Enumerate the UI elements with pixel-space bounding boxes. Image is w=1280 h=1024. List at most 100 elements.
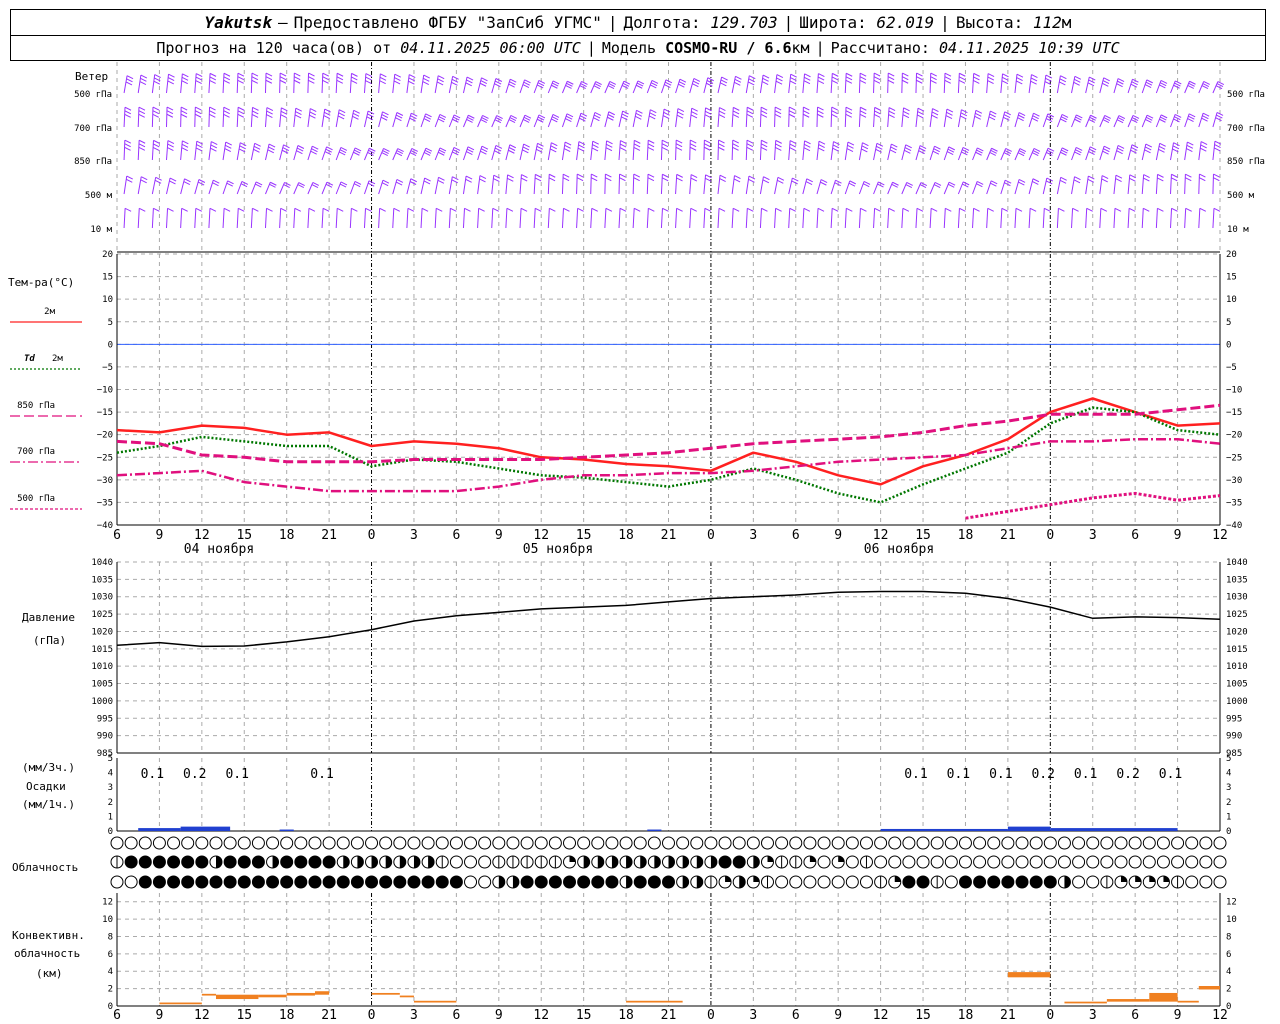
wind-barb-feather	[324, 111, 331, 116]
wind-barb-feather	[394, 77, 401, 82]
cloud-circle	[294, 875, 308, 889]
wind-barb-feather	[251, 76, 259, 81]
cloud-symbol	[322, 836, 336, 850]
cloud-circle	[760, 836, 774, 850]
wind-barb	[307, 182, 314, 195]
pressure-ytick-right: 1025	[1226, 610, 1248, 620]
wind-barb-feather	[354, 147, 362, 152]
wind-barb	[660, 140, 663, 161]
wind-barb-feather	[906, 182, 913, 186]
cloud-symbol	[1015, 855, 1029, 869]
wind-barb-feather	[1213, 177, 1220, 182]
wind-barb-feather	[944, 76, 952, 81]
wind-barb	[165, 208, 169, 229]
cloud-circle	[831, 836, 845, 850]
wind-barb-feather	[594, 83, 601, 88]
cloud-symbol	[775, 875, 789, 889]
wind-barb-feather	[790, 73, 797, 78]
wind-barb	[1184, 81, 1190, 94]
wind-barb-feather	[481, 145, 489, 150]
pressure-line	[116, 590, 1221, 648]
cloud-symbol	[110, 855, 124, 869]
wind-barb-feather	[436, 81, 444, 86]
wind-barb-feather	[606, 143, 613, 148]
wind-barb-feather	[181, 76, 189, 81]
wind-barb	[1198, 208, 1201, 229]
cloud-symbol	[803, 855, 817, 869]
wind-barb-feather	[1185, 207, 1192, 212]
cloud-circle	[1185, 875, 1199, 889]
cloud-half	[753, 856, 760, 868]
wind-barb	[929, 146, 935, 161]
wind-barb	[1042, 148, 1049, 161]
wind-barb-feather	[381, 152, 388, 157]
cloud-symbol	[237, 836, 251, 850]
x-tick-label: 21	[321, 528, 337, 543]
precip-ytick-left: 4	[108, 769, 113, 779]
wind-barb-feather	[888, 110, 896, 115]
x-tick-label: 3	[749, 528, 757, 543]
wind-barb-feather	[452, 149, 460, 154]
cloud-circle	[775, 875, 789, 889]
conv-bar	[1064, 1001, 1107, 1004]
wind-barb-feather	[847, 141, 855, 146]
wind-barb-feather	[381, 182, 389, 187]
cloud-symbol	[591, 836, 605, 850]
wind-barb-feather	[677, 111, 684, 116]
wind-barb-feather	[960, 112, 968, 117]
precip-ytick-left: 5	[108, 754, 113, 764]
wind-barb-feather	[210, 144, 218, 149]
cloud-circle	[930, 836, 944, 850]
cloud-circle	[336, 836, 350, 850]
cloud-circle	[266, 836, 280, 850]
wind-barb	[561, 113, 568, 128]
cloud-symbol	[534, 836, 548, 850]
precip-3h-label: 0.1	[310, 767, 333, 782]
wind-barb-feather	[887, 76, 895, 81]
wind-barb-feather	[1145, 116, 1153, 121]
wind-barb-feather	[820, 179, 828, 183]
pressure-ytick-left: 1020	[91, 627, 113, 637]
wind-barb	[349, 208, 352, 229]
cloud-symbol	[930, 875, 944, 889]
wind-barb	[873, 181, 879, 195]
wind-barb-feather	[353, 151, 360, 156]
wind-barb-feather	[312, 145, 319, 150]
x-tick-label: 12	[873, 528, 889, 543]
wind-barb-feather	[452, 118, 459, 123]
conv-ytick-right: 10	[1226, 915, 1237, 925]
wind-barb	[1085, 175, 1089, 195]
wind-barb-feather	[1129, 177, 1136, 182]
wind-barb-feather	[325, 183, 333, 188]
wind-barb-feather	[350, 79, 358, 84]
wind-barb-feather	[678, 81, 686, 86]
wind-barb-feather	[1144, 146, 1152, 151]
wind-barb-feather	[480, 150, 487, 155]
wind-barb	[590, 141, 594, 161]
x-tick-label-bottom: 15	[236, 1008, 252, 1023]
wind-barb-feather	[1089, 116, 1096, 121]
wind-barb	[717, 208, 720, 229]
header-divider: |	[586, 39, 596, 57]
wind-barb-feather	[322, 79, 329, 84]
wind-barb	[604, 140, 608, 161]
cloud-symbol	[237, 855, 251, 869]
wind-barb	[180, 208, 183, 229]
conv-bar	[1007, 972, 1051, 978]
wind-barb-feather	[976, 180, 984, 185]
cloud-symbol	[817, 855, 831, 869]
wind-barb	[1056, 75, 1061, 94]
wind-barb-feather	[1199, 177, 1206, 182]
wind-level-label-left: 500 гПа	[74, 90, 112, 100]
wind-barb-feather	[635, 84, 643, 89]
wind-barb-feather	[1143, 207, 1150, 212]
wind-barb-feather	[268, 146, 275, 151]
wind-barb	[533, 208, 536, 229]
temp-ytick-right: 15	[1226, 273, 1237, 283]
wind-barb-feather	[832, 144, 840, 149]
wind-barb-feather	[1061, 149, 1068, 154]
wind-barb	[505, 115, 512, 128]
cloud-symbol	[393, 875, 407, 889]
wind-barb-feather	[1103, 117, 1111, 121]
wind-barb	[858, 107, 861, 128]
